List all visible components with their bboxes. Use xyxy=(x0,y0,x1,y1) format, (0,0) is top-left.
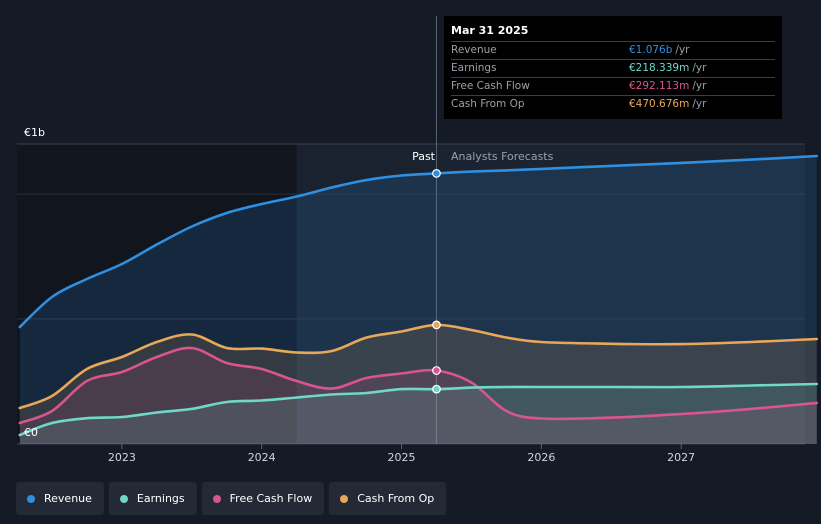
tooltip-row-label: Earnings xyxy=(451,62,497,74)
tooltip-row-label: Free Cash Flow xyxy=(451,80,530,92)
tooltip-row-unit: /yr xyxy=(675,44,690,56)
legend-dot-icon xyxy=(212,494,221,503)
x-tick-label: 2024 xyxy=(248,451,276,464)
legend-dot-icon xyxy=(340,494,349,503)
legend-item-free-cash-flow[interactable]: Free Cash Flow xyxy=(201,482,325,515)
tooltip-row-revenue: Revenue €1.076b /yr xyxy=(451,41,775,59)
past-label: Past xyxy=(412,150,436,163)
forecast-label: Analysts Forecasts xyxy=(451,150,554,163)
x-tick-label: 2025 xyxy=(388,451,416,464)
tooltip-row-value: €292.113m xyxy=(629,80,690,92)
x-tick-label: 2027 xyxy=(667,451,695,464)
marker-earnings xyxy=(432,384,441,394)
series-line-cfo xyxy=(18,323,819,410)
legend-item-cash-from-op[interactable]: Cash From Op xyxy=(329,482,447,515)
tooltip-row-label: Revenue xyxy=(451,44,497,56)
tooltip-row-free-cash-flow: Free Cash Flow €292.113m /yr xyxy=(451,77,775,95)
legend: Revenue Earnings Free Cash Flow Cash Fro… xyxy=(16,482,447,515)
tooltip: Mar 31 2025 Revenue €1.076b /yr Earnings… xyxy=(444,16,782,119)
legend-label: Revenue xyxy=(44,492,92,505)
series-line-earnings xyxy=(18,382,819,437)
marker-cfo xyxy=(432,320,441,330)
series-area-cfo xyxy=(19,324,817,444)
series-area-earnings xyxy=(19,384,817,444)
x-tick-label: 2026 xyxy=(527,451,555,464)
legend-label: Cash From Op xyxy=(357,492,435,505)
tooltip-row-earnings: Earnings €218.339m /yr xyxy=(451,59,775,77)
series-area-revenue xyxy=(19,156,817,444)
series-area-fcf xyxy=(19,347,817,444)
marker-fcf xyxy=(432,366,441,375)
legend-dot-icon xyxy=(27,494,35,503)
y-axis-bottom-label: €0 xyxy=(24,426,38,439)
tooltip-row-value: €1.076b xyxy=(629,44,673,56)
tooltip-row-unit: /yr xyxy=(692,80,707,92)
tooltip-row-value: €218.339m xyxy=(629,62,690,74)
series-line-revenue xyxy=(18,154,819,329)
legend-label: Free Cash Flow xyxy=(229,492,313,505)
tooltip-row-label: Cash From Op xyxy=(451,98,525,110)
series-line-fcf xyxy=(18,346,819,425)
tooltip-row-unit: /yr xyxy=(692,98,707,110)
tooltip-row-unit: /yr xyxy=(692,62,707,74)
tooltip-row-value: €470.676m xyxy=(629,98,690,110)
legend-item-earnings[interactable]: Earnings xyxy=(108,482,197,515)
x-tick-label: 2023 xyxy=(108,451,136,464)
tooltip-row-cash-from-op: Cash From Op €470.676m /yr xyxy=(451,95,775,113)
tooltip-date: Mar 31 2025 xyxy=(451,24,529,37)
y-axis-top-label: €1b xyxy=(24,126,45,139)
legend-dot-icon xyxy=(119,494,128,503)
legend-label: Earnings xyxy=(136,492,185,505)
marker-revenue xyxy=(432,168,441,178)
legend-item-revenue[interactable]: Revenue xyxy=(16,482,104,515)
